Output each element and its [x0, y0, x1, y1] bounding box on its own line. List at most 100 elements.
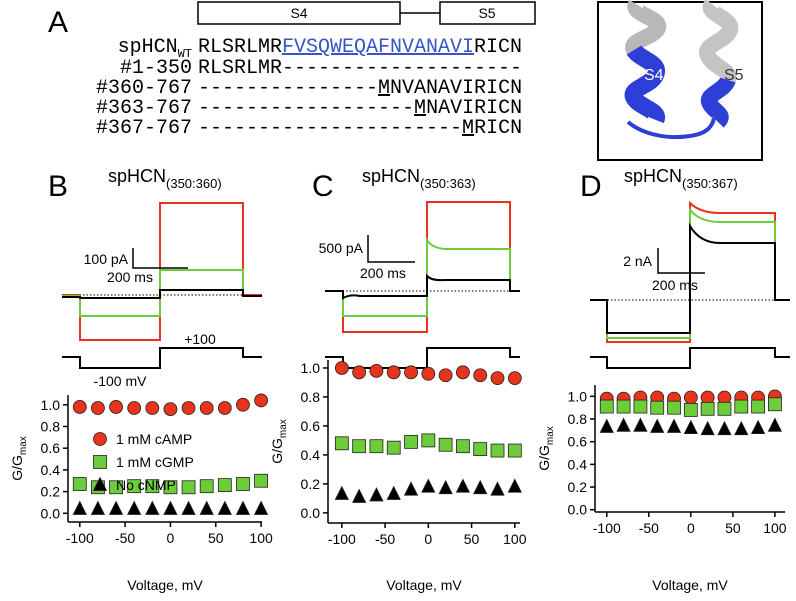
marker [599, 418, 614, 433]
marker [404, 365, 418, 380]
marker [163, 500, 178, 515]
y-tick-label: 0.0 [568, 502, 588, 518]
marker [369, 487, 384, 502]
structure-inset: S4 S5 [597, 0, 763, 161]
helix-s5 [701, 76, 736, 128]
panel-title: spHCN(350:367) [624, 166, 738, 191]
marker [717, 420, 732, 436]
marker [633, 399, 648, 414]
marker [199, 479, 214, 494]
y-tick-label: 0.4 [41, 462, 61, 478]
title: spHCN [108, 166, 166, 186]
marker [507, 443, 522, 458]
seq-part: RICN [474, 117, 522, 140]
marker [236, 477, 250, 491]
marker [127, 401, 142, 415]
marker [490, 443, 505, 458]
marker [351, 488, 367, 503]
row-name: #360-767 [96, 77, 192, 100]
legend-marker [93, 432, 107, 446]
seq-part: NAVIRICN [426, 97, 522, 120]
x-tick-label: 0 [687, 520, 695, 536]
seq-part: RICN [474, 36, 522, 59]
x-tick-label: 50 [464, 531, 480, 547]
segment-label: S5 [478, 5, 495, 21]
marker [90, 500, 106, 515]
traces-c: 500 pA 200 ms [319, 201, 520, 369]
scale-label: 200 ms [360, 265, 406, 281]
marker [91, 401, 105, 415]
segment-label: S4 [290, 5, 307, 21]
marker [254, 393, 268, 408]
seq-part: ------------------ [198, 97, 414, 120]
x-axis-label: Voltage, mV [652, 577, 728, 593]
name: spHCN [118, 36, 178, 59]
y-tick-label: 0.0 [301, 505, 321, 521]
marker [369, 363, 384, 378]
legend-label: 1 mM cGMP [116, 454, 194, 470]
marker [473, 479, 488, 495]
marker [253, 500, 269, 515]
loop [626, 117, 716, 139]
marker [145, 500, 160, 515]
segment-map [197, 1, 536, 25]
x-tick-label: -50 [375, 531, 395, 547]
marker [181, 401, 196, 415]
y-tick-label: 0.8 [301, 389, 321, 405]
traces-d: 2 nA 200 ms [590, 200, 790, 369]
x-tick-label: 50 [725, 520, 741, 536]
trace [590, 200, 790, 343]
seq-highlight[interactable]: FVSQWEQAFNVANAVI [282, 36, 474, 59]
marker [456, 365, 470, 380]
y-tick-label: 0.8 [41, 418, 61, 434]
helix-top [699, 0, 739, 83]
voltage-label: -100 mV [94, 373, 148, 389]
marker [235, 500, 251, 515]
y-tick-label: 1.0 [41, 397, 61, 413]
start-codon: M [462, 117, 474, 140]
marker [438, 368, 453, 383]
sequence: RLSRLMRFVSQWEQAFNVANAVIRICN [198, 36, 522, 59]
y-tick-label: 0.0 [41, 505, 61, 521]
y-axis-label: G/Gmax [269, 419, 289, 464]
ylabel: G/G [536, 445, 552, 471]
marker [507, 371, 522, 386]
scale-label: 200 ms [652, 277, 698, 293]
x-tick-label: -50 [639, 520, 659, 536]
marker [473, 442, 488, 457]
row-name: #367-767 [96, 117, 192, 140]
segment-box [439, 1, 536, 25]
marker [616, 417, 631, 432]
marker [127, 500, 142, 515]
marker [750, 419, 766, 434]
ylabel-sub: max [278, 419, 289, 438]
legend-label: No cNMP [116, 477, 176, 493]
marker [369, 439, 384, 454]
scale-bar [367, 235, 415, 263]
helix-s4 [624, 44, 665, 124]
marker [404, 434, 418, 449]
x-tick-label: -100 [328, 531, 356, 547]
title: spHCN [624, 166, 682, 186]
marker [438, 479, 453, 495]
ylabel: G/G [9, 455, 25, 481]
marker [421, 478, 436, 493]
y-tick-label: 0.2 [568, 479, 588, 495]
seq-part: RLSRLMR-------------------- [198, 57, 522, 80]
scale-label: 100 pA [84, 251, 129, 267]
marker [199, 500, 214, 515]
seq-part: ---------------------- [198, 117, 462, 140]
trace [590, 222, 790, 334]
panel-title: spHCN(350:363) [362, 166, 476, 191]
ylabel-sub: max [18, 436, 29, 455]
start-codon: M [378, 77, 390, 100]
legend-label: 1 mM cAMP [116, 431, 192, 447]
x-tick-label: 100 [763, 520, 787, 536]
y-tick-label: 0.8 [568, 411, 588, 427]
marker [751, 399, 765, 414]
y-tick-label: 1.0 [568, 388, 588, 404]
marker [768, 397, 782, 412]
